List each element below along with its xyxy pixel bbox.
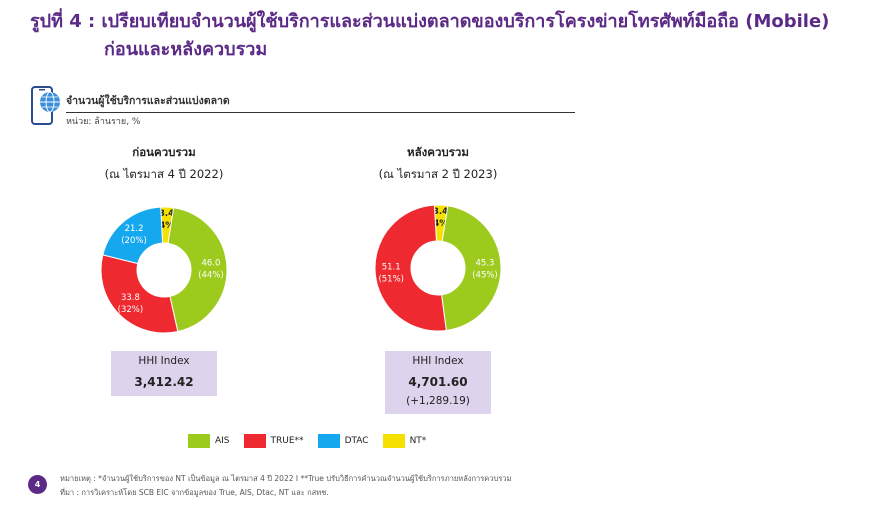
chart-1-hhi-value: 3,412.42 bbox=[134, 375, 194, 389]
legend-item-true: TRUE** bbox=[243, 434, 304, 448]
legend-swatch-dtac bbox=[317, 434, 340, 448]
chart-1-subtitle: (ณ ไตรมาส 4 ปี 2022) bbox=[104, 167, 224, 181]
legend-item-nt: NT* bbox=[382, 434, 427, 448]
chart-2-slice-ais bbox=[441, 205, 502, 332]
chart-1-value-label-true: 33.8 bbox=[121, 293, 140, 303]
chart-1-value-label-ais: 46.0 bbox=[202, 258, 221, 268]
page-number-badge: 4 bbox=[28, 475, 47, 494]
chart-1-slice-ais bbox=[167, 207, 228, 333]
legend-label-ais: AIS bbox=[215, 436, 230, 446]
legend-swatch-true bbox=[243, 434, 266, 448]
phone-globe-icon bbox=[31, 86, 60, 125]
chart-1-hhi-box: HHI Index 3,412.42 bbox=[111, 351, 217, 396]
chart-2-value-label-ais: 45.3 bbox=[476, 259, 495, 269]
chart-2-hhi-label: HHI Index bbox=[412, 355, 464, 367]
chart-1-pct-label-nt: (4%) bbox=[155, 221, 177, 231]
footnote: หมายเหตุ : *จำนวนผู้ใช้บริการของ NT เป็น… bbox=[60, 474, 512, 483]
unit-label: หน่วย: ล้านราย, % bbox=[66, 117, 141, 127]
legend-label-true: TRUE** bbox=[270, 436, 304, 446]
chart-2-title: หลังควบรวม bbox=[407, 145, 469, 159]
chart-1-pct-label-dtac: (20%) bbox=[121, 236, 147, 246]
page-title: รูปที่ 4 : เปรียบเทียบจำนวนผู้ใช้บริการแ… bbox=[30, 8, 880, 64]
section-heading: จำนวนผู้ใช้บริการและส่วนแบ่งตลาด bbox=[66, 92, 575, 113]
chart-1-donut: 3.4 (4%) 46.0 (44%) 33.8 (32%) 21.2 (20%) bbox=[100, 206, 228, 334]
legend-swatch-nt bbox=[382, 434, 405, 448]
chart-1-value-label-nt: 3.4 bbox=[159, 209, 174, 219]
chart-1-slice-true bbox=[100, 254, 179, 334]
chart-2-hhi-value: 4,701.60 bbox=[408, 375, 468, 389]
title-line-2: ก่อนและหลังควบรวม bbox=[104, 39, 268, 60]
legend-item-ais: AIS bbox=[188, 434, 230, 448]
chart-2-hhi-box: HHI Index 4,701.60 (+1,289.19) bbox=[385, 351, 491, 414]
legend-item-dtac: DTAC bbox=[317, 434, 369, 448]
legend-swatch-ais bbox=[188, 434, 210, 448]
chart-1-pct-label-true: (32%) bbox=[118, 305, 144, 315]
chart-1-hhi-label: HHI Index bbox=[138, 355, 190, 367]
chart-2-value-label-true: 51.1 bbox=[382, 262, 401, 272]
source-note: ที่มา : การวิเคราะห์โดย SCB EIC จากข้อมู… bbox=[60, 488, 329, 497]
chart-legend: AIS TRUE** DTAC NT* bbox=[188, 434, 426, 448]
chart-2-pct-label-true: (51%) bbox=[378, 274, 404, 284]
title-line-1: รูปที่ 4 : เปรียบเทียบจำนวนผู้ใช้บริการแ… bbox=[30, 11, 830, 32]
chart-1-value-label-dtac: 21.2 bbox=[125, 224, 144, 234]
chart-2-hhi-change: (+1,289.19) bbox=[406, 395, 470, 407]
chart-2-slice-true bbox=[374, 204, 447, 332]
chart-2-subtitle: (ณ ไตรมาส 2 ปี 2023) bbox=[378, 167, 498, 181]
chart-2-value-label-nt: 3.4 bbox=[433, 207, 448, 217]
legend-label-dtac: DTAC bbox=[344, 436, 369, 446]
chart-2-pct-label-ais: (45%) bbox=[472, 271, 498, 281]
chart-1-pct-label-ais: (44%) bbox=[198, 270, 224, 280]
chart-2-donut: 3.4 (4%) 45.3 (45%) 51.1 (51%) bbox=[374, 204, 502, 332]
chart-2-pct-label-nt: (4%) bbox=[429, 219, 451, 229]
chart-1-slice-dtac bbox=[102, 206, 164, 265]
legend-label-nt: NT* bbox=[409, 436, 427, 446]
chart-1-title: ก่อนควบรวม bbox=[132, 145, 196, 159]
